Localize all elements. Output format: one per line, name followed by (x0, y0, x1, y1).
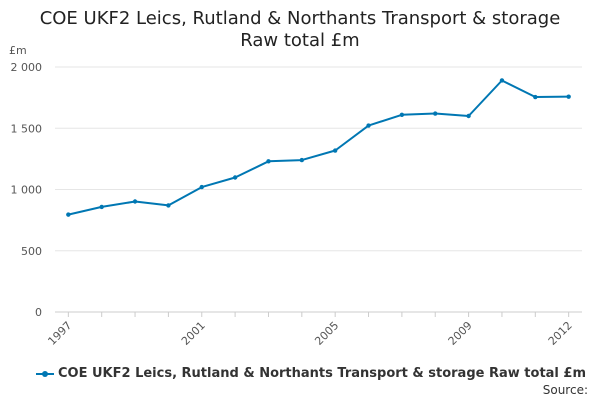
chart-title-line-2: Raw total £m (240, 30, 360, 51)
x-tick-label: 1997 (45, 319, 74, 348)
data-point (533, 94, 538, 100)
chart-legend[interactable]: COE UKF2 Leics, Rutland & Northants Tran… (36, 366, 586, 381)
y-tick-label: 1 000 (11, 184, 43, 197)
chart-title: COE UKF2 Leics, Rutland & Northants Tran… (0, 8, 600, 52)
data-point (466, 113, 471, 119)
data-point (566, 94, 571, 99)
data-point (66, 212, 71, 217)
x-tick-label: 2009 (446, 319, 475, 348)
data-point (433, 111, 438, 116)
data-point (499, 78, 505, 83)
data-point (399, 112, 405, 117)
y-tick-label: 2 000 (11, 61, 43, 74)
data-point (99, 204, 104, 210)
x-tick-label: 2001 (179, 319, 208, 348)
y-tick-label: 0 (35, 306, 42, 319)
data-point (332, 148, 338, 153)
series-line (68, 79, 569, 216)
source-label: Source: (542, 383, 588, 397)
data-point (366, 123, 371, 128)
x-tick-label: 2012 (546, 319, 575, 348)
legend-series-label: COE UKF2 Leics, Rutland & Northants Tran… (58, 366, 587, 381)
data-point (132, 199, 138, 204)
data-point (199, 184, 204, 190)
data-point (299, 157, 305, 163)
data-point (266, 159, 271, 164)
data-point (166, 203, 171, 208)
y-axis-unit-label: £m (9, 44, 27, 57)
chart-title-line-1: COE UKF2 Leics, Rutland & Northants Tran… (39, 8, 561, 29)
y-tick-label: 500 (21, 245, 42, 258)
legend-swatch-icon (36, 369, 54, 379)
x-tick-label: 2005 (312, 319, 341, 348)
y-tick-label: 1 500 (11, 122, 43, 135)
data-point (232, 175, 238, 180)
